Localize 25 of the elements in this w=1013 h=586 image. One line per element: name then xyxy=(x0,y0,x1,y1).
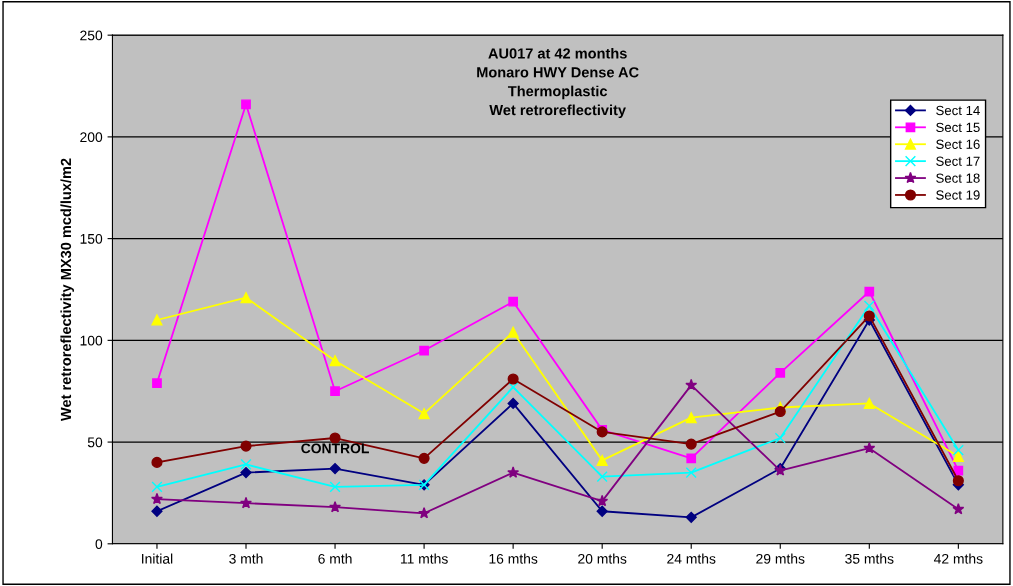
annotation: CONTROL xyxy=(301,443,369,454)
legend-label: Sect 19 xyxy=(936,190,980,200)
y-tick-label: 250 xyxy=(80,30,103,41)
x-tick-label: 29 mths xyxy=(756,553,805,564)
x-tick-label: 24 mths xyxy=(667,553,716,564)
legend-label: Sect 18 xyxy=(936,173,980,183)
y-tick-label: 0 xyxy=(95,539,103,549)
text: AU017 at 42 months Monaro HWY Dense AC Thermoplastic Wet retroreflectivity xyxy=(477,47,639,119)
y-tick-label: 200 xyxy=(80,132,103,143)
y-tick-label: 50 xyxy=(87,437,103,448)
x-tick-label: 20 mths xyxy=(578,553,627,564)
x-tick-label: 11 mths xyxy=(400,553,448,564)
y-axis-title: Wet retroreflectivity MX30 mcd/lux/m2 xyxy=(60,158,74,422)
y-tick-label: 100 xyxy=(80,335,103,346)
legend-label: Sect 17 xyxy=(936,156,980,166)
x-tick-label: 35 mths xyxy=(845,553,894,564)
y-tick-label: 150 xyxy=(80,233,103,244)
x-tick-label: 3 mth xyxy=(229,553,263,564)
x-tick-label: Initial xyxy=(142,553,173,564)
x-tick-label: 16 mths xyxy=(489,553,538,564)
legend-label: Sect 16 xyxy=(936,139,980,149)
x-tick-label: 6 mth xyxy=(318,553,352,564)
legend-label: Sect 15 xyxy=(936,122,980,133)
legend-label: Sect 14 xyxy=(936,105,980,116)
x-tick-label: 42 mths xyxy=(933,553,983,564)
